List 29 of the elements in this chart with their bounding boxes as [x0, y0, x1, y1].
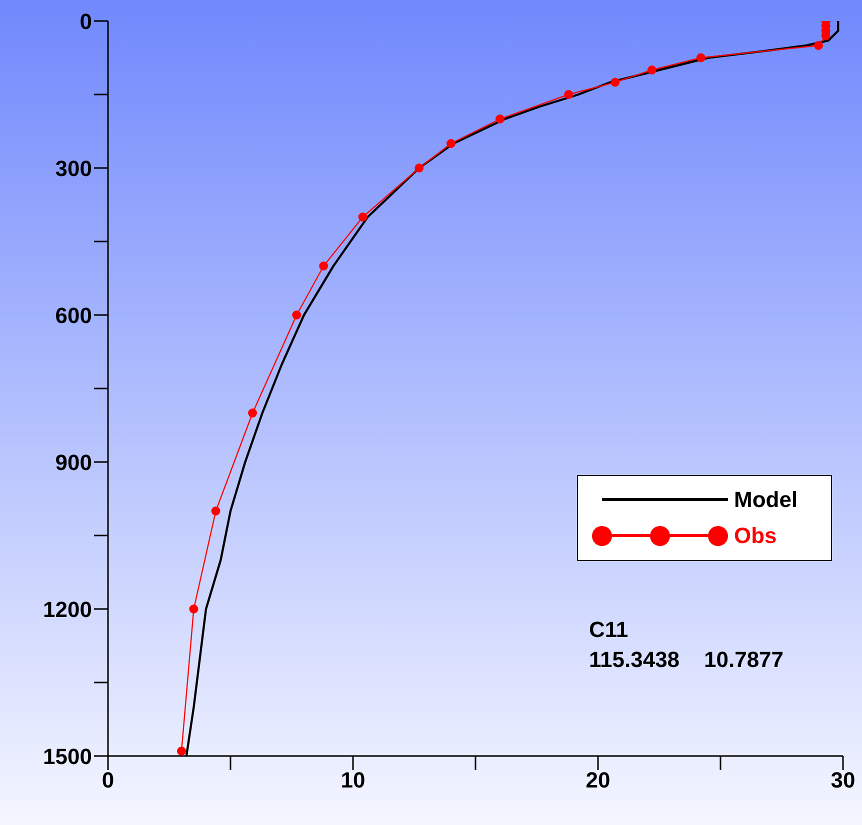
x-tick-label: 0 — [102, 768, 114, 793]
point — [696, 53, 706, 62]
y-tick-label: 300 — [55, 156, 92, 181]
x-tick-label: 30 — [830, 768, 856, 793]
x-tick-label: 20 — [586, 768, 610, 793]
y-tick-label: 600 — [55, 302, 92, 328]
text: Model — [734, 487, 798, 513]
point — [496, 114, 504, 124]
annotation: 115.3438 10.7877 — [589, 646, 784, 674]
point — [248, 408, 258, 418]
point — [647, 66, 656, 74]
y-tick-label: 1500 — [43, 744, 92, 769]
legend-label: Obs — [734, 523, 777, 549]
point — [211, 506, 220, 516]
x-tick-label: 10 — [340, 768, 366, 793]
point — [319, 262, 328, 270]
point — [177, 746, 186, 756]
y-tick-label: 0 — [80, 8, 92, 34]
annotation: C11 — [589, 616, 630, 644]
point — [814, 41, 823, 50]
point — [358, 212, 368, 222]
y-tick-label: 1200 — [43, 596, 92, 622]
point — [292, 310, 302, 320]
point — [414, 164, 424, 172]
point — [446, 139, 456, 148]
y-tick-label: 900 — [55, 450, 92, 475]
point — [189, 604, 198, 614]
point — [610, 78, 620, 87]
point — [564, 90, 574, 99]
